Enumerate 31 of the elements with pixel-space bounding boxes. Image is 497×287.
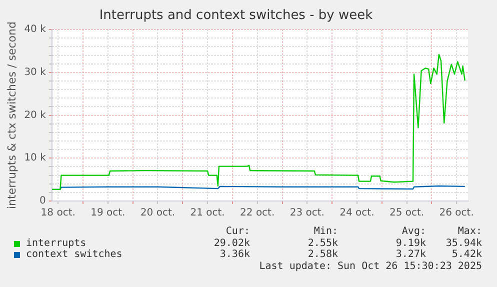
text: Max: bbox=[458, 226, 482, 237]
text: Min: bbox=[314, 226, 338, 237]
text: 2.55k bbox=[308, 238, 338, 248]
y-tick-label: 30 k bbox=[24, 67, 46, 78]
text: 2.58k bbox=[308, 249, 338, 260]
text: Last update: Sun Oct 26 15:30:23 2025 bbox=[259, 260, 482, 272]
x-tick-label: 18 oct. bbox=[40, 208, 76, 219]
x-tick-label: 24 oct. bbox=[340, 208, 374, 219]
text: 29.02k bbox=[214, 238, 250, 248]
text: Cur: bbox=[226, 226, 250, 237]
y-tick-label: 10 k bbox=[24, 152, 46, 164]
x-tick-label: 21 oct. bbox=[190, 208, 225, 219]
x-tick-label: 20 oct. bbox=[140, 208, 176, 219]
x-tick-label: 22 oct. bbox=[240, 208, 275, 219]
text: 5.42k bbox=[452, 249, 482, 260]
text: Avg: bbox=[402, 226, 426, 237]
x-tick-label: 26 oct. bbox=[439, 208, 474, 219]
x-tick-label: 23 oct. bbox=[290, 208, 324, 219]
y-axis-title: interrupts & ctx switches / second bbox=[5, 22, 18, 210]
y-tick-label: 0 bbox=[40, 196, 46, 207]
text: 9.19k bbox=[396, 238, 426, 248]
y-tick-label: 40 k bbox=[24, 24, 46, 36]
x-tick-label: 19 oct. bbox=[90, 208, 126, 219]
text: 35.94k bbox=[446, 238, 482, 248]
chart-title: Interrupts and context switches - by week bbox=[99, 8, 374, 24]
legend-label: context switches bbox=[26, 249, 122, 260]
text: 3.27k bbox=[396, 249, 426, 260]
text: 3.36k bbox=[220, 249, 250, 260]
x-tick-label: 25 oct. bbox=[389, 208, 424, 219]
legend-label: interrupts bbox=[26, 238, 86, 248]
y-tick-label: 20 k bbox=[24, 110, 46, 121]
